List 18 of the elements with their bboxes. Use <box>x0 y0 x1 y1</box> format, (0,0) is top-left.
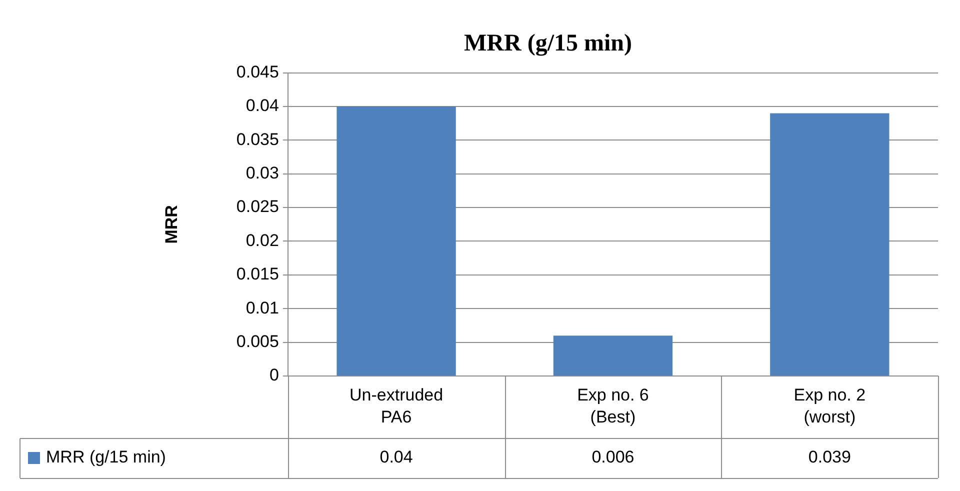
y-tick-label: 0 <box>269 366 279 385</box>
data-label: 0.04 <box>380 448 413 467</box>
y-tick-label: 0.02 <box>246 230 279 250</box>
chart-title: MRR (g/15 min) <box>464 30 632 57</box>
y-tick-label: 0.015 <box>236 264 279 284</box>
y-tick-label: 0.045 <box>236 62 279 82</box>
x-tick-label: Exp no. 2 (worst) <box>794 386 866 427</box>
y-tick-label: 0.005 <box>236 332 279 351</box>
data-label: 0.006 <box>592 448 634 467</box>
y-tick-label: 0.025 <box>236 197 279 216</box>
y-tick-label: 0.03 <box>246 164 279 183</box>
y-tick-label: 0.035 <box>236 130 279 149</box>
data-label: 0.039 <box>808 448 851 467</box>
y-axis-title: MRR <box>162 205 181 244</box>
x-tick-label: Un-extruded PA6 <box>350 386 444 427</box>
x-tick-label: Exp no. 6 (Best) <box>577 386 649 427</box>
y-tick-label: 0.04 <box>246 96 279 116</box>
y-tick-label: 0.01 <box>246 298 279 318</box>
